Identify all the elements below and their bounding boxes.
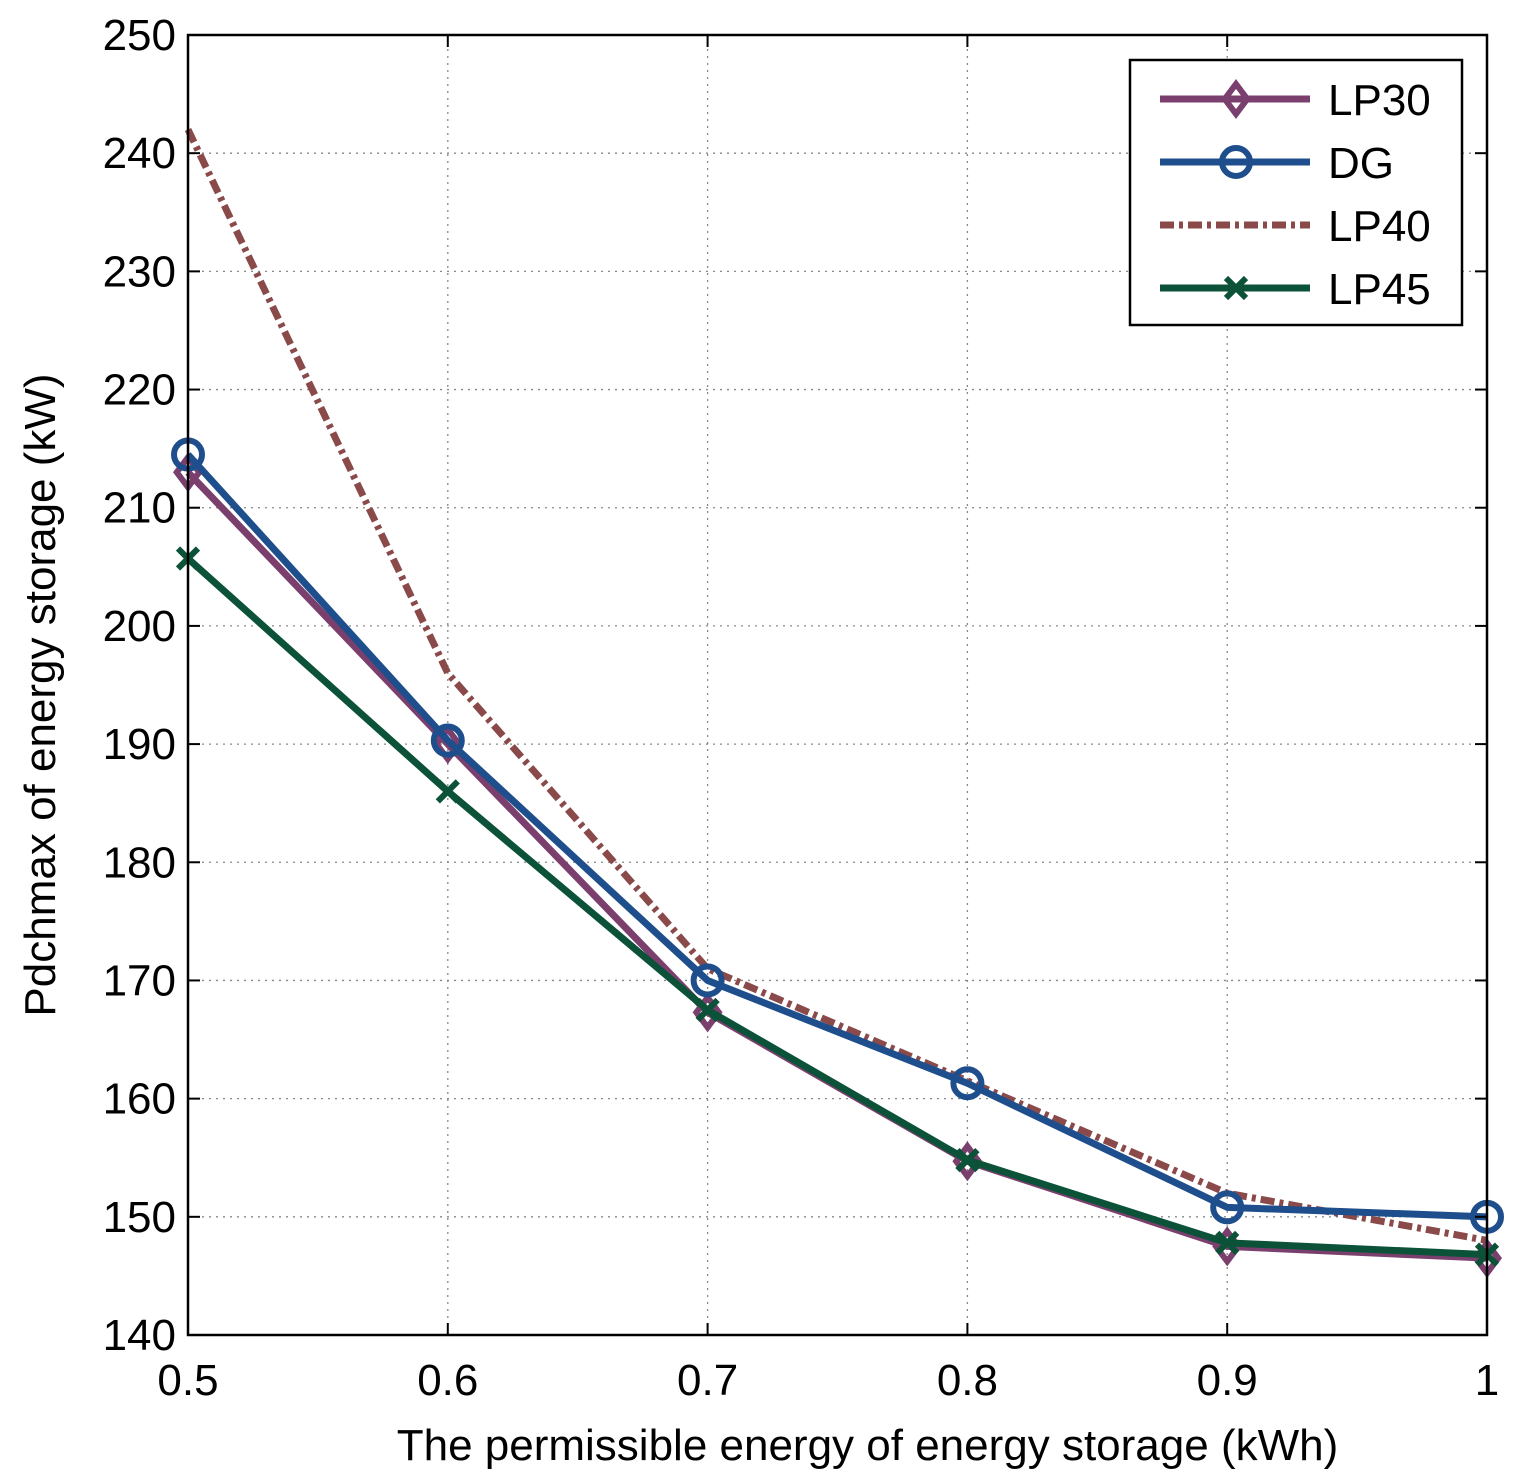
x-axis-label: The permissible energy of energy storage…: [397, 1421, 1339, 1470]
legend-entry-lp40: LP40: [1160, 202, 1431, 251]
y-tick-label: 140: [103, 1311, 176, 1360]
y-tick-label: 220: [103, 366, 176, 415]
legend-entry-lp45: LP45: [1160, 265, 1431, 314]
legend-entry-dg: DG: [1160, 139, 1394, 188]
y-tick-label: 250: [103, 11, 176, 60]
y-tick-label: 200: [103, 602, 176, 651]
series-line-lp30: [185, 469, 1488, 1262]
legend-marker-dg: [1219, 145, 1253, 179]
point-dg: [430, 723, 465, 758]
y-tick-label: 170: [103, 956, 176, 1005]
y-axis-label: Pdchmax of energy storage (kW): [16, 373, 65, 1016]
legend: LP30 DG LP40 LP45: [1128, 58, 1464, 327]
point-lp45: [1215, 1230, 1240, 1255]
y-tick-label: 190: [103, 720, 176, 769]
y-tick-label: 240: [103, 129, 176, 178]
series-line-lp45: [185, 555, 1488, 1259]
point-dg: [1210, 1190, 1245, 1225]
point-lp45: [695, 997, 720, 1023]
y-tick-label: 160: [103, 1075, 176, 1124]
y-tick-label: 230: [103, 247, 176, 296]
x-tick-label: 0.9: [1197, 1356, 1258, 1405]
x-tick-label: 0.7: [677, 1356, 738, 1405]
legend-label-lp30: LP30: [1328, 76, 1431, 125]
x-tick-label: 0.8: [937, 1356, 998, 1405]
x-tick-label: 0.6: [417, 1356, 478, 1405]
legend-label-lp45: LP45: [1328, 265, 1431, 314]
series-dg: [171, 437, 1504, 1234]
plot-frame: [186, 33, 1489, 1337]
point-lp30: [432, 724, 463, 765]
legend-marker-lp45: [1223, 275, 1249, 301]
y-tick-label: 210: [103, 484, 176, 533]
y-tick-label: 150: [103, 1193, 176, 1242]
ticks: 0.5 0.6 0.7 0.8 0.9 1 140 150 160 170 180 190 200 210…: [103, 11, 1500, 1405]
series-line-lp40: [184, 128, 1488, 1244]
series-layer: [171, 128, 1504, 1279]
legend-entry-lp30: LP30: [1160, 76, 1431, 125]
series-lp30: [173, 452, 1502, 1279]
x-tick-label: 1: [1475, 1356, 1499, 1405]
point-dg: [950, 1066, 985, 1101]
series-lp45: [175, 546, 1500, 1267]
y-tick-label: 180: [103, 838, 176, 887]
point-lp45: [955, 1147, 980, 1173]
x-tick-label: 0.5: [157, 1356, 218, 1405]
point-lp45: [435, 779, 460, 804]
series-line-dg: [185, 452, 1488, 1221]
series-lp40: [184, 128, 1488, 1244]
legend-marker-lp30: [1221, 79, 1251, 119]
legend-box: [1128, 58, 1464, 327]
point-dg: [690, 963, 725, 998]
legend-label-lp40: LP40: [1328, 202, 1431, 251]
legend-label-dg: DG: [1328, 139, 1394, 188]
